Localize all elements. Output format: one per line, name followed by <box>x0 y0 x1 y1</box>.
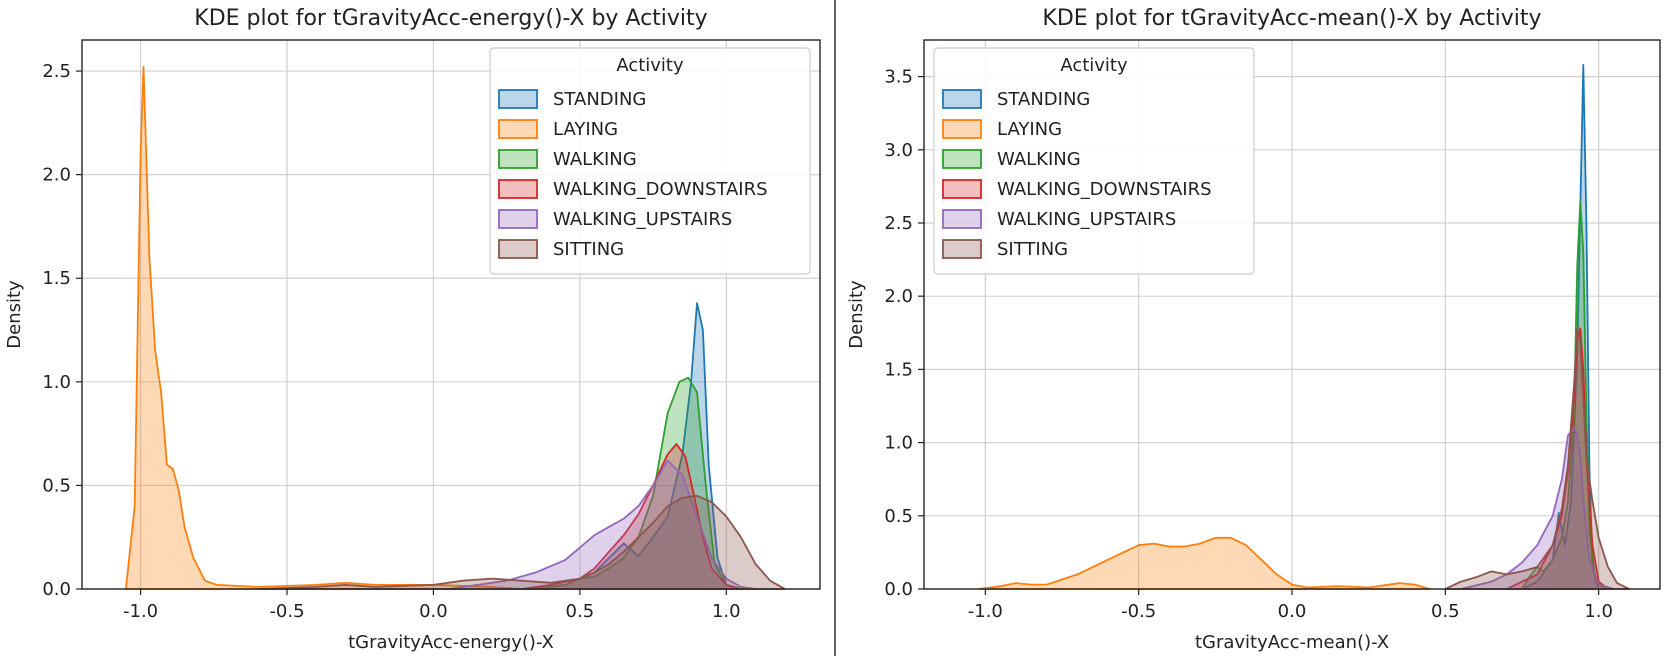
y-tick-label: 3.0 <box>884 140 913 161</box>
kde-area-walking <box>535 376 742 590</box>
x-tick-label: -1.0 <box>123 601 158 622</box>
legend-title: Activity <box>616 55 684 76</box>
x-tick-label: 0.0 <box>1278 601 1307 622</box>
legend-box <box>933 47 1255 275</box>
y-tick-label: 0.0 <box>42 579 71 600</box>
chart-panel-energy: -1.0 -0.5 0.0 0.5 1.0 0.0 0.5 1.0 1.5 2.0 2.5 KDE p… <box>4 6 821 653</box>
legend-swatch <box>942 239 982 259</box>
chart-panel-mean: -1.0 -0.5 0.0 0.5 1.0 0.0 0.5 1.0 1.5 2.0 2.5 3.0 3.… <box>846 6 1661 653</box>
legend-label: STANDING <box>553 89 646 110</box>
x-tick-label: 1.0 <box>1584 601 1613 622</box>
y-axis-label: Density <box>4 280 25 349</box>
legend-label: STANDING <box>997 89 1090 110</box>
y-tick-label: 0.0 <box>884 579 913 600</box>
legend-label: WALKING_UPSTAIRS <box>553 209 732 230</box>
legend-label: LAYING <box>997 119 1062 140</box>
kde-area-walking-downstairs <box>520 443 742 590</box>
x-axis-label: tGravityAcc-mean()-X <box>1195 632 1389 653</box>
x-axis-label: tGravityAcc-energy()-X <box>348 632 554 653</box>
x-tick-label: -1.0 <box>968 601 1003 622</box>
y-tick-label: 2.5 <box>884 213 913 234</box>
legend-label: WALKING_DOWNSTAIRS <box>997 179 1212 200</box>
legend-swatch <box>498 119 538 139</box>
y-tick-label: 0.5 <box>884 506 913 527</box>
kde-area-walking-upstairs <box>447 459 757 590</box>
x-tick-label: -0.5 <box>1121 601 1156 622</box>
y-tick-label: 1.5 <box>884 359 913 380</box>
axes-frame <box>81 39 821 590</box>
x-tick-label: 0.5 <box>1431 601 1460 622</box>
legend-label: WALKING_UPSTAIRS <box>997 209 1176 230</box>
x-tick-label: 0.5 <box>566 601 595 622</box>
legend-swatch <box>498 239 538 259</box>
chart-title: KDE plot for tGravityAcc-mean()-X by Act… <box>1042 6 1541 31</box>
legend-swatch <box>498 89 538 109</box>
legend-swatch <box>498 149 538 169</box>
y-tick-label: 2.0 <box>884 286 913 307</box>
kde-area-sitting <box>256 494 786 590</box>
chart-title: KDE plot for tGravityAcc-energy()-X by A… <box>194 6 707 31</box>
y-tick-label: 0.5 <box>42 475 71 496</box>
legend-swatch <box>498 179 538 199</box>
legend-label: WALKING_DOWNSTAIRS <box>553 179 768 200</box>
y-tick-label: 1.0 <box>884 433 913 454</box>
kde-area-standing <box>520 302 742 590</box>
kde-area-laying <box>978 536 1431 590</box>
y-tick-label: 2.0 <box>42 165 71 186</box>
legend-label: SITTING <box>553 239 624 260</box>
legend-label: LAYING <box>553 119 618 140</box>
legend-label: WALKING <box>553 149 637 170</box>
legend: Activity STANDING LAYING WALKING WALKING_DOW… <box>933 47 1255 275</box>
y-tick-label: 2.5 <box>42 61 71 82</box>
legend-label: WALKING <box>997 149 1081 170</box>
legend-swatch <box>942 209 982 229</box>
legend-label: SITTING <box>997 239 1068 260</box>
legend-swatch <box>498 209 538 229</box>
y-tick-label: 3.5 <box>884 67 913 88</box>
legend-box <box>489 47 811 275</box>
x-tick-label: -0.5 <box>269 601 304 622</box>
x-tick-label: 1.0 <box>712 601 741 622</box>
legend: Activity STANDING LAYING WALKING WALKING_DOW… <box>489 47 811 275</box>
x-tick-label: 0.0 <box>419 601 448 622</box>
kde-area-sitting <box>1444 327 1631 590</box>
legend-swatch <box>942 179 982 199</box>
legend-swatch <box>942 149 982 169</box>
legend-swatch <box>942 89 982 109</box>
y-axis-label: Density <box>846 280 867 349</box>
y-tick-label: 1.0 <box>42 372 71 393</box>
legend-title: Activity <box>1060 55 1128 76</box>
y-tick-label: 1.5 <box>42 268 71 289</box>
kde-area-laying <box>125 66 523 590</box>
legend-swatch <box>942 119 982 139</box>
